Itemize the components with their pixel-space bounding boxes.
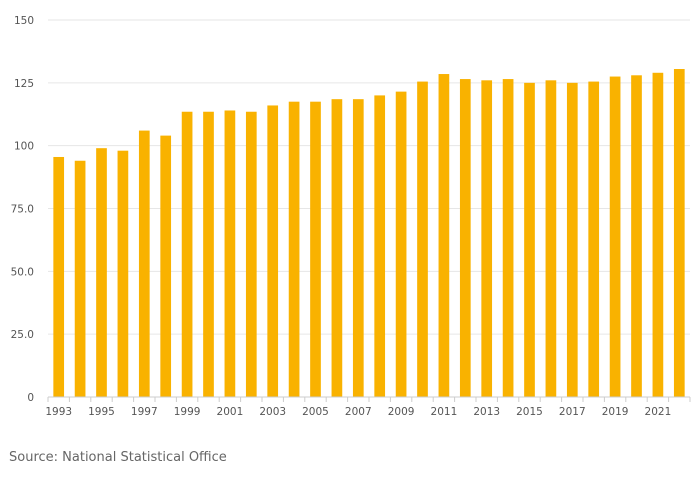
bar-2001: [224, 110, 236, 397]
x-tick-label: 2011: [431, 406, 458, 418]
y-axis-ticks: 0 25.0 50.0 75.0 100 125 150: [11, 15, 34, 404]
x-axis: 1993 1995 1997 1999 2001 2003 2005 2007 2009 2011…: [45, 396, 691, 418]
x-tick-label: 1997: [131, 406, 158, 418]
bar-2006: [331, 99, 343, 398]
bar-2017: [566, 82, 578, 397]
bar-2014: [502, 79, 514, 398]
gridlines: [48, 19, 690, 335]
bar-2013: [481, 80, 493, 397]
y-tick-label: 25.0: [11, 329, 34, 341]
y-tick-label: 125: [14, 78, 34, 90]
x-tick-label: 1993: [45, 406, 72, 418]
x-tick-label: 1995: [88, 406, 115, 418]
x-tick-label: 2017: [559, 406, 586, 418]
y-tick-label: 0: [27, 392, 34, 404]
bar-1997: [138, 130, 150, 397]
bar-2007: [352, 99, 364, 398]
x-tick-label: 1999: [174, 406, 201, 418]
source-note: Source: National Statistical Office: [9, 450, 227, 465]
x-tick-label: 2005: [302, 406, 329, 418]
bar-2022: [673, 69, 685, 397]
x-tick-label: 2007: [345, 406, 372, 418]
x-tick-label: 2009: [388, 406, 415, 418]
x-tick-label: 2021: [645, 406, 672, 418]
bar-1994: [74, 160, 86, 397]
x-tick-label: 2001: [217, 406, 244, 418]
bar-1995: [96, 148, 107, 397]
bar-2010: [417, 81, 428, 398]
bar-2002: [245, 111, 257, 397]
bar-2009: [395, 91, 407, 397]
bar-2016: [545, 80, 557, 397]
bar-2021: [652, 72, 664, 397]
bar-2012: [459, 79, 471, 398]
bar-2008: [374, 95, 386, 398]
bar-2004: [288, 101, 300, 397]
bar-1996: [117, 150, 129, 397]
bar-2003: [267, 105, 279, 397]
x-tick-label: 2019: [602, 406, 629, 418]
bar-2000: [203, 111, 214, 397]
bar-2018: [588, 81, 600, 398]
y-tick-label: 100: [14, 141, 34, 153]
bar-2019: [609, 76, 621, 398]
bars: [53, 69, 685, 398]
y-tick-label: 50.0: [11, 266, 34, 278]
y-tick-label: 75.0: [11, 204, 34, 216]
bar-1993: [53, 156, 65, 397]
bar-2005: [310, 101, 321, 397]
bar-1998: [160, 135, 172, 397]
bar-2011: [438, 74, 450, 397]
bar-1999: [181, 111, 193, 397]
x-tick-label: 2003: [259, 406, 286, 418]
bar-chart: 0 25.0 50.0 75.0 100 125 150 1993 1995 1997 1999 2…: [11, 15, 691, 418]
y-tick-label: 150: [14, 15, 34, 27]
x-tick-label: 2013: [473, 406, 500, 418]
bar-2015: [524, 82, 535, 397]
x-tick-label: 2015: [516, 406, 543, 418]
bar-2020: [631, 75, 642, 397]
